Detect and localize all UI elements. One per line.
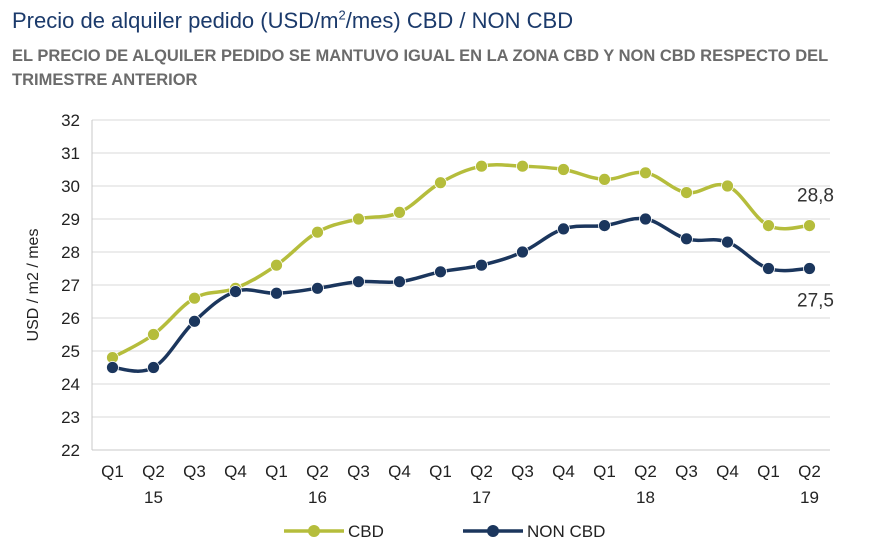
x-tick-label: Q3: [183, 462, 206, 481]
data-point: [762, 219, 775, 233]
data-point: [557, 222, 570, 236]
x-tick-label: Q3: [511, 462, 534, 481]
data-point: [188, 291, 201, 305]
y-axis-label: USD / m2 / mes: [25, 229, 42, 342]
x-year-label: 16: [308, 488, 327, 507]
y-tick-label: 30: [61, 177, 80, 196]
data-point: [803, 262, 816, 275]
data-point: [147, 361, 160, 374]
data-point: [475, 159, 488, 173]
data-point: [311, 225, 324, 239]
data-point: [721, 179, 734, 193]
data-point: [762, 262, 775, 275]
data-point: [434, 176, 447, 190]
series-line-non-cbd: [112, 216, 810, 373]
chart-title: Precio de alquiler pedido (USD/m2/mes) C…: [12, 7, 574, 33]
x-tick-label: Q1: [265, 462, 288, 481]
data-label: 27,5: [797, 291, 834, 312]
x-tick-label: Q2: [798, 462, 821, 481]
data-point: [721, 235, 734, 249]
data-point: [475, 258, 488, 272]
x-tick-label: Q1: [593, 462, 616, 481]
data-point: [352, 212, 365, 226]
data-point: [598, 172, 611, 186]
data-label: 28,8: [797, 186, 834, 207]
x-tick-label: Q4: [552, 462, 575, 481]
x-year-label: 17: [472, 488, 491, 507]
series-line-cbd: [111, 162, 810, 360]
data-point: [434, 265, 447, 279]
data-point: [311, 281, 324, 295]
y-tick-label: 23: [61, 408, 80, 427]
data-point: [557, 163, 570, 176]
y-tick-label: 32: [61, 111, 80, 130]
y-tick-label: 26: [61, 309, 80, 328]
x-tick-label: Q2: [634, 462, 657, 481]
legend-label: CBD: [348, 522, 384, 541]
legend-marker: [308, 525, 320, 537]
y-tick-label: 31: [61, 144, 80, 163]
x-tick-label: Q4: [716, 462, 739, 481]
data-point: [229, 285, 242, 299]
data-point: [393, 275, 406, 289]
x-tick-label: Q1: [757, 462, 780, 481]
x-tick-label: Q1: [429, 462, 452, 481]
data-point: [393, 205, 406, 219]
data-point: [147, 328, 160, 341]
data-point: [270, 258, 283, 272]
x-tick-label: Q4: [388, 462, 411, 481]
chart-subtitle: EL PRECIO DE ALQUILER PEDIDO SE MANTUVO …: [12, 47, 828, 89]
y-tick-label: 25: [61, 342, 80, 361]
y-tick-label: 24: [61, 375, 80, 394]
data-point: [803, 219, 816, 233]
x-tick-label: Q1: [101, 462, 124, 481]
data-point: [270, 286, 283, 300]
x-tick-label: Q2: [142, 462, 165, 481]
x-tick-label: Q2: [306, 462, 329, 481]
x-tick-label: Q3: [675, 462, 698, 481]
data-point: [188, 314, 201, 328]
y-tick-label: 29: [61, 210, 80, 229]
y-tick-label: 27: [61, 276, 80, 295]
data-point: [680, 186, 693, 200]
x-year-label: 18: [636, 488, 655, 507]
y-tick-label: 28: [61, 243, 80, 262]
data-point: [639, 166, 652, 180]
data-point: [680, 232, 693, 246]
x-tick-label: Q4: [224, 462, 247, 481]
data-point: [352, 275, 365, 289]
x-tick-label: Q2: [470, 462, 493, 481]
data-point: [106, 361, 119, 374]
legend-label: NON CBD: [527, 522, 605, 541]
x-tick-label: Q3: [347, 462, 370, 481]
x-year-label: 15: [144, 488, 163, 507]
data-point: [516, 159, 529, 173]
data-point: [639, 212, 652, 226]
x-year-label: 19: [800, 488, 819, 507]
data-point: [516, 245, 529, 259]
data-point: [598, 219, 611, 233]
y-tick-label: 22: [61, 441, 80, 460]
legend-marker: [487, 525, 499, 537]
